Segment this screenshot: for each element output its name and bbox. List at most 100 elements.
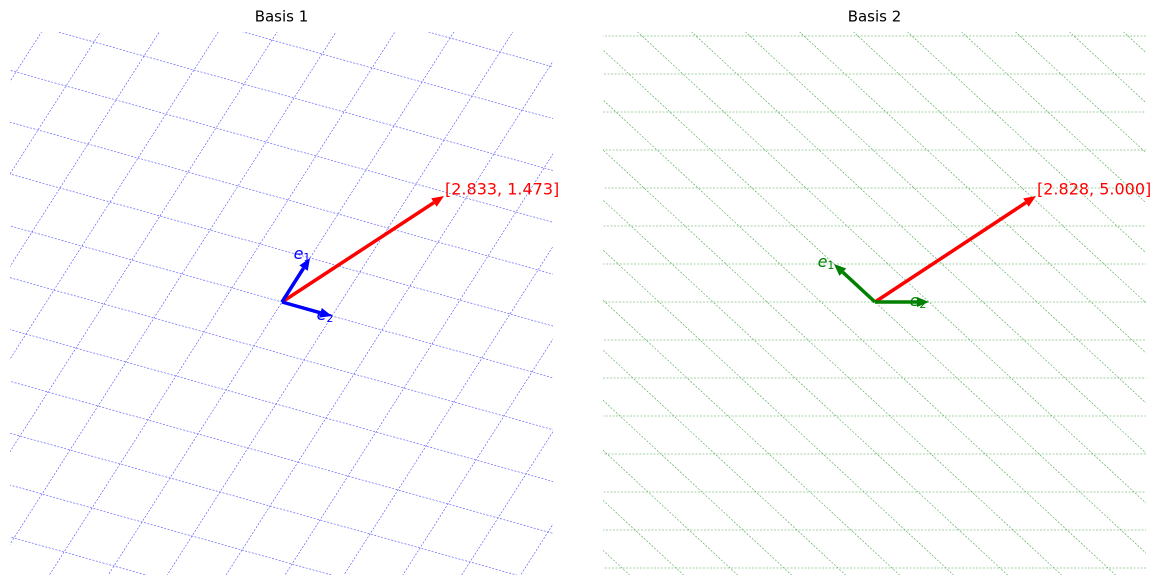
grid-line <box>112 0 1165 585</box>
grid-line <box>369 0 1165 585</box>
grid-line <box>0 0 1165 378</box>
basis-e2-head <box>917 297 929 307</box>
grid-line <box>0 0 652 585</box>
basis-e1-shaft <box>280 267 306 303</box>
basis-e1-shaft <box>841 270 877 304</box>
grid-line <box>0 0 1165 70</box>
grid-line <box>207 0 1165 585</box>
grid-line <box>423 0 1165 585</box>
grid-line <box>0 0 602 585</box>
grid-line <box>0 0 802 585</box>
grid-line <box>99 0 1165 585</box>
grid-line <box>0 0 1165 26</box>
grid-line <box>531 0 1165 585</box>
grid-line <box>0 0 1165 290</box>
grid-line <box>162 0 1165 585</box>
grid-line <box>0 0 152 585</box>
grid-line <box>262 0 1165 585</box>
grid-line <box>585 0 1165 585</box>
grid-line <box>0 0 1165 246</box>
grid-line <box>0 0 302 585</box>
grid-line <box>0 0 1165 202</box>
grid-line <box>0 0 1165 334</box>
grid-line <box>0 50 1165 585</box>
grid-line <box>10 32 101 175</box>
grid-line <box>0 358 1165 585</box>
grid-line <box>0 534 1165 585</box>
vector-head <box>431 196 444 207</box>
grid-line <box>0 0 752 585</box>
grid-line <box>0 0 552 585</box>
grid-line <box>0 0 702 585</box>
grid-line <box>0 402 1165 585</box>
grid-line <box>0 0 252 585</box>
grid-line <box>0 0 852 585</box>
grid-line <box>412 0 1165 585</box>
basis-label: e2 <box>910 291 927 312</box>
basis-label-sub: 1 <box>827 259 834 272</box>
grid-line <box>0 578 1165 585</box>
basis-e2-shaft <box>281 300 321 315</box>
grid-line <box>0 490 1165 585</box>
grid-line <box>261 0 1165 585</box>
basis-label-base: e <box>317 305 327 324</box>
basis-label: e2 <box>317 305 334 326</box>
grid-line <box>0 0 952 585</box>
basis-label-base: e <box>910 291 920 310</box>
vector-shaft <box>874 201 1027 304</box>
grid-line <box>0 0 1165 466</box>
grid-line <box>477 0 1165 585</box>
vector-label: [2.828, 5.000] <box>1037 180 1151 199</box>
panel-title: Basis 1 <box>255 8 309 26</box>
basis-label-base: e <box>818 252 828 271</box>
grid-line <box>0 446 1165 585</box>
vector-label: [2.833, 1.473] <box>445 180 559 199</box>
panel-title: Basis 2 <box>848 8 902 26</box>
grid-line <box>62 0 1165 585</box>
basis-e1-head <box>299 258 310 271</box>
grid-line <box>0 0 1165 554</box>
grid-line <box>0 0 402 585</box>
grid-line <box>153 0 1165 585</box>
